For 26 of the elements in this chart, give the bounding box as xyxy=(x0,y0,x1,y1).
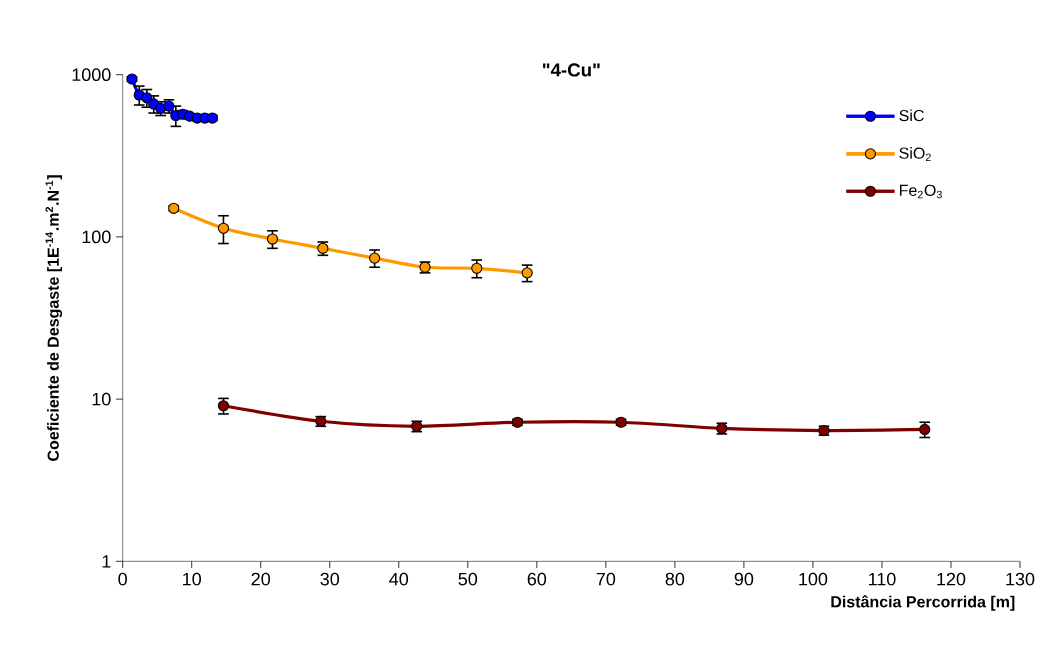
x-axis-title: Distância Percorrida [m] xyxy=(831,595,1015,611)
legend-label: SiC xyxy=(899,109,924,122)
y-tick-label: 10 xyxy=(92,392,111,406)
x-tick-label: 100 xyxy=(799,572,828,586)
x-tick-label: 20 xyxy=(251,572,271,586)
x-tick-label: 70 xyxy=(596,572,616,586)
y-tick-label: 1 xyxy=(102,555,111,568)
x-tick-label: 30 xyxy=(320,572,340,586)
x-tick-label: 40 xyxy=(389,572,409,586)
y-axis-title: Coeficiente de Desgaste [1E$^{-14}$.m$^{2}$.N$^{-1}$] xyxy=(45,175,63,461)
y-tick-label: 100 xyxy=(82,230,111,244)
legend-label: SiO$_{2}$ xyxy=(899,147,931,162)
x-tick-label: 10 xyxy=(183,572,201,586)
legend-label: Fe$_{2}$O$_{3}$ xyxy=(899,184,942,199)
y-tick-label: 1000 xyxy=(72,68,111,82)
x-tick-label: 80 xyxy=(665,572,685,586)
x-tick-label: 60 xyxy=(527,572,547,586)
point xyxy=(521,267,533,279)
x-tick-label: 0 xyxy=(118,572,127,586)
chart-title: "4-Cu" xyxy=(542,63,600,77)
point xyxy=(217,222,230,234)
x-tick-label: 120 xyxy=(937,572,966,586)
x-tick-label: 90 xyxy=(734,572,754,586)
x-tick-label: 50 xyxy=(458,572,478,586)
x-tick-label: 130 xyxy=(1006,572,1035,586)
x-tick-label: 110 xyxy=(868,572,896,586)
